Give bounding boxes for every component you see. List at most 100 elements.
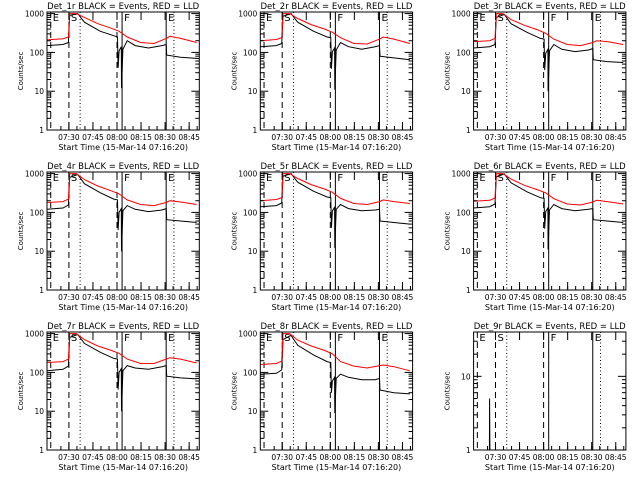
series-line-lld (473, 173, 624, 206)
y-tick-label: 1 (253, 286, 258, 295)
y-tick-label: 100 (456, 48, 471, 57)
y-tick-label: 1 (466, 286, 471, 295)
y-tick-label: 1000 (25, 10, 44, 19)
x-tick-label: 08:15 (344, 453, 366, 462)
x-tick-label: 07:30 (485, 453, 507, 462)
x-tick-label: 08:45 (605, 133, 627, 142)
panel-title: Det_9r BLACK = Events, RED = LLD (474, 322, 626, 332)
x-axis-label: Start Time (15-Mar-14 07:16:20) (272, 463, 402, 472)
y-tick-label: 10 (461, 87, 471, 96)
y-tick-label: 1000 (452, 10, 471, 19)
x-tick-label: 08:15 (557, 453, 579, 462)
x-tick-label: 08:00 (533, 453, 555, 462)
x-tick-label: 07:45 (82, 453, 104, 462)
time-marker-label: F (551, 13, 557, 24)
x-axis-label: Start Time (15-Mar-14 07:16:20) (58, 303, 188, 312)
y-tick-label: 10 (34, 87, 44, 96)
time-marker-label: E (53, 173, 59, 184)
time-marker-label: E (381, 173, 387, 184)
y-tick-label: 100 (30, 48, 45, 57)
x-tick-label: 08:15 (557, 293, 579, 302)
y-tick-label: 1 (253, 126, 258, 135)
time-marker-label: E (381, 333, 387, 344)
series-line-lld (473, 13, 624, 47)
series-line-events (260, 173, 410, 249)
y-tick-label: 1 (466, 126, 471, 135)
time-marker-label: E (168, 13, 174, 24)
time-marker-label: S (284, 333, 290, 344)
x-tick-label: 08:45 (392, 133, 414, 142)
x-tick-label: 08:30 (581, 453, 603, 462)
x-tick-label: 08:00 (319, 133, 341, 142)
y-tick-label: 10 (461, 372, 471, 381)
time-marker-label: S (284, 173, 290, 184)
y-axis-label: Counts/sec (444, 372, 452, 411)
x-tick-label: 08:30 (154, 293, 176, 302)
y-tick-label: 100 (243, 368, 258, 377)
x-tick-label: 08:30 (581, 293, 603, 302)
x-tick-label: 08:15 (344, 133, 366, 142)
x-tick-label: 08:30 (368, 133, 390, 142)
y-tick-label: 10 (248, 87, 258, 96)
y-tick-label: 100 (30, 368, 45, 377)
plot-frame (46, 11, 200, 131)
x-tick-label: 08:30 (581, 133, 603, 142)
x-tick-label: 07:30 (485, 133, 507, 142)
y-tick-label: 1000 (238, 10, 257, 19)
x-tick-label: 08:45 (178, 453, 200, 462)
panel-title: Det_7r BLACK = Events, RED = LLD (47, 322, 199, 332)
y-tick-label: 1 (39, 286, 44, 295)
y-axis-label: Counts/sec (230, 372, 238, 411)
y-tick-label: 1 (39, 446, 44, 455)
time-marker-label: S (71, 333, 77, 344)
time-marker-label: S (498, 173, 504, 184)
plot-frame (473, 11, 627, 131)
time-marker-label: S (284, 13, 290, 24)
x-tick-label: 07:30 (58, 293, 80, 302)
panel-title: Det_5r BLACK = Events, RED = LLD (260, 162, 412, 172)
time-marker-label: E (479, 13, 485, 24)
y-tick-label: 1000 (25, 170, 44, 179)
x-tick-label: 08:45 (178, 133, 200, 142)
time-marker-label: F (337, 13, 343, 24)
x-tick-label: 07:45 (82, 293, 104, 302)
x-tick-label: 07:30 (271, 133, 293, 142)
x-tick-label: 08:00 (319, 453, 341, 462)
series-line-events (260, 13, 410, 90)
panel-title: Det_3r BLACK = Events, RED = LLD (474, 2, 626, 12)
time-marker-label: S (498, 333, 504, 344)
panel-title: Det_1r BLACK = Events, RED = LLD (47, 2, 199, 12)
time-marker-label: F (337, 333, 343, 344)
x-axis-label: Start Time (15-Mar-14 07:16:20) (58, 143, 188, 152)
y-tick-label: 10 (34, 407, 44, 416)
y-tick-label: 10 (461, 247, 471, 256)
series-line-lld (260, 333, 411, 372)
x-axis-label: Start Time (15-Mar-14 07:16:20) (485, 143, 615, 152)
series-line-lld (260, 13, 411, 45)
plot-frame (259, 171, 414, 291)
time-marker-label: E (266, 173, 272, 184)
y-axis-label: Counts/sec (17, 212, 25, 251)
x-tick-label: 08:30 (368, 293, 390, 302)
time-marker-label: E (479, 333, 485, 344)
x-tick-label: 08:00 (319, 293, 341, 302)
x-tick-label: 07:45 (295, 293, 317, 302)
y-tick-label: 10 (248, 407, 258, 416)
panel-title: Det_2r BLACK = Events, RED = LLD (260, 2, 412, 12)
time-marker-label: E (479, 173, 485, 184)
x-tick-label: 07:30 (271, 293, 293, 302)
x-tick-label: 08:00 (106, 453, 128, 462)
y-axis-label: Counts/sec (444, 52, 452, 91)
plot-frame (46, 331, 200, 451)
y-tick-label: 100 (30, 208, 45, 217)
x-tick-label: 07:30 (485, 293, 507, 302)
time-marker-label: S (71, 173, 77, 184)
